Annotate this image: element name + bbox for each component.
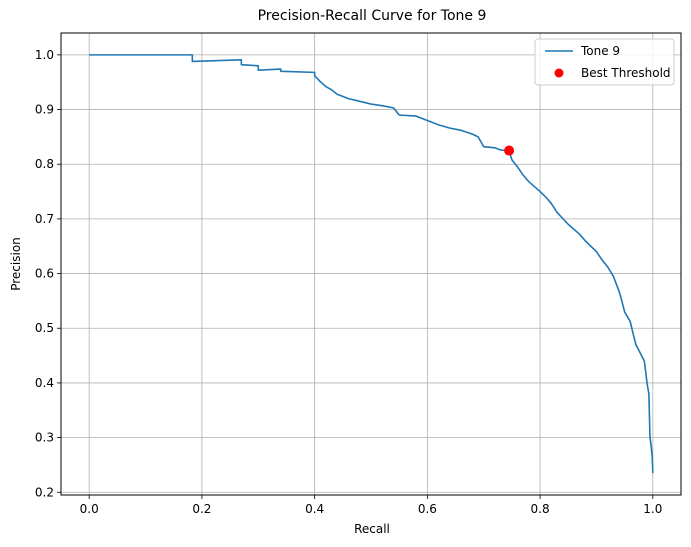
y-tick-label: 0.7 <box>35 212 54 226</box>
legend-marker-swatch <box>554 68 564 78</box>
grid-lines <box>61 33 681 495</box>
y-tick-label: 0.6 <box>35 267 54 281</box>
plot-series <box>89 54 654 474</box>
legend: Tone 9 Best Threshold <box>534 38 675 86</box>
x-axis-label: Recall <box>354 522 390 536</box>
x-tick-label: 1.0 <box>643 502 662 516</box>
plot-frame <box>60 32 682 496</box>
y-axis-label: Precision <box>9 237 23 291</box>
x-tick-label: 0.2 <box>192 502 211 516</box>
chart-title: Precision-Recall Curve for Tone 9 <box>258 8 487 24</box>
y-tick-label: 0.9 <box>35 103 54 117</box>
legend-item-tone-9: Tone 9 <box>580 44 620 58</box>
y-tick-label: 0.3 <box>35 431 54 445</box>
x-tick-label: 0.6 <box>418 502 437 516</box>
y-tick-label: 0.5 <box>35 321 54 335</box>
x-axis-ticks: 0.0 0.2 0.4 0.6 0.8 1.0 <box>80 495 662 516</box>
y-tick-label: 0.8 <box>35 157 54 171</box>
y-tick-label: 0.4 <box>35 376 54 390</box>
series-line-tone-9 <box>89 54 654 474</box>
y-tick-label: 1.0 <box>35 48 54 62</box>
y-axis-ticks: 0.2 0.3 0.4 0.5 0.6 0.7 0.8 0.9 1.0 <box>35 48 61 499</box>
legend-item-best-threshold: Best Threshold <box>581 66 671 80</box>
x-tick-label: 0.4 <box>305 502 324 516</box>
y-tick-label: 0.2 <box>35 485 54 499</box>
best-threshold-point <box>504 145 515 156</box>
x-tick-label: 0.8 <box>531 502 550 516</box>
x-tick-label: 0.0 <box>80 502 99 516</box>
